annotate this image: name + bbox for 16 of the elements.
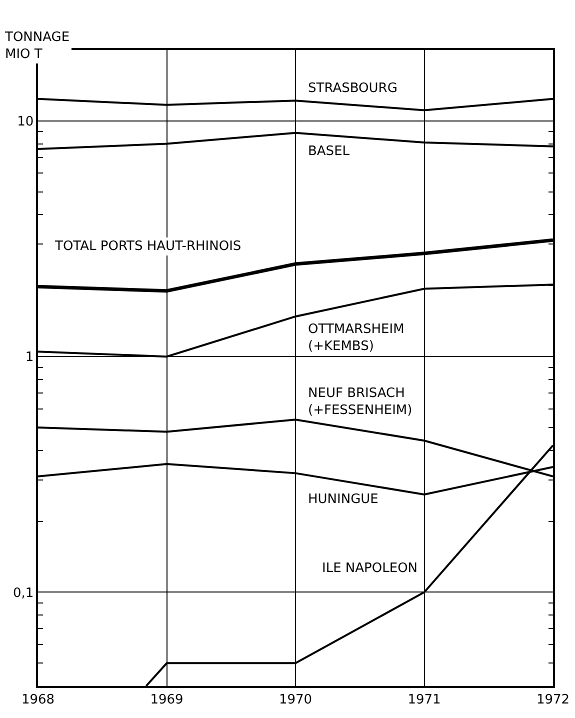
series-label: OTTMARSHEIM (+KEMBS)	[308, 322, 404, 354]
y-tick-label: 10	[17, 114, 34, 130]
series-label: ILE NAPOLEON	[322, 561, 418, 576]
series-label: NEUF BRISACH (+FESSENHEIM)	[308, 386, 412, 418]
series-label: TOTAL PORTS HAUT-RHINOIS	[54, 239, 242, 254]
series-label: BASEL	[308, 144, 350, 159]
series-label: HUNINGUE	[308, 492, 378, 507]
x-tick-label: 1970	[278, 692, 312, 708]
x-tick-label: 1971	[408, 692, 441, 708]
y-axis-title: TONNAGE MIO T	[4, 30, 70, 62]
x-tick-label: 1972	[536, 692, 570, 708]
y-tick-label: 0,1	[12, 586, 34, 601]
y-tick-label: 1	[25, 350, 34, 366]
x-tick-label: 1969	[150, 692, 184, 708]
series-label: STRASBOURG	[308, 81, 398, 96]
x-tick-label: 1968	[21, 692, 55, 708]
